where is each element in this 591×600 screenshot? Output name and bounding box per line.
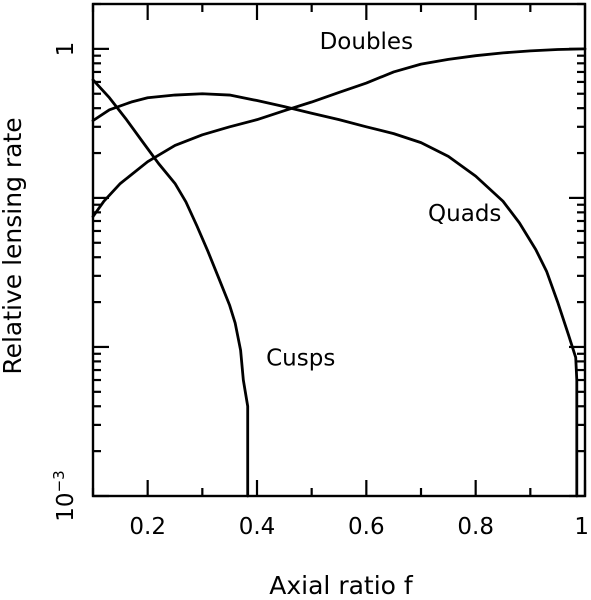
- plot-area: [91, 47, 587, 498]
- y-tick-label-1e-3-exponent: −3: [50, 470, 68, 492]
- curve-label-doubles: Doubles: [320, 29, 413, 55]
- y-tick-label-1e-3: 10−3: [50, 470, 79, 521]
- curve-label-cusps: Cusps: [266, 346, 335, 372]
- plot-frame: [91, 2, 587, 498]
- x-axis-tick-labels: 0.2 0.4 0.6 0.8 1: [129, 514, 589, 540]
- curve-label-quads: Quads: [428, 201, 501, 227]
- series-cusps-line: [91, 78, 250, 498]
- x-tick-label: 0.2: [129, 514, 166, 540]
- x-tick-label: 1: [574, 514, 589, 540]
- y-tick-label-1: 1: [53, 42, 79, 57]
- x-axis-ticks: [91, 4, 587, 496]
- y-axis-tick-labels: 10−3 1: [50, 42, 79, 522]
- x-axis-label: Axial ratio f: [269, 571, 414, 600]
- x-tick-label: 0.8: [457, 514, 494, 540]
- y-axis-ticks: [93, 2, 585, 498]
- y-tick-label-1e-3-base: 10: [53, 492, 79, 521]
- x-tick-label: 0.6: [348, 514, 385, 540]
- series-doubles-line: [91, 47, 587, 218]
- curve-labels: Doubles Quads Cusps: [266, 29, 501, 372]
- x-tick-label: 0.4: [239, 514, 276, 540]
- series-quads-line: [91, 92, 579, 498]
- y-axis-label: Relative lensing rate: [0, 117, 27, 374]
